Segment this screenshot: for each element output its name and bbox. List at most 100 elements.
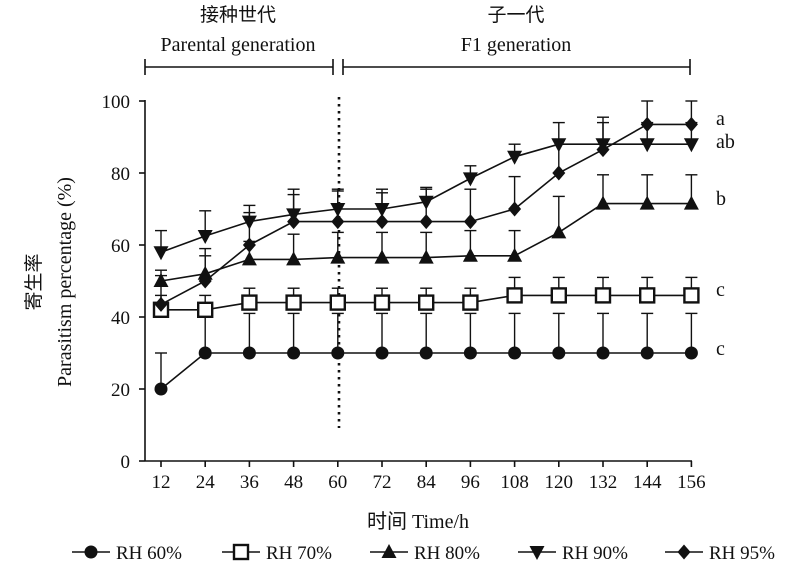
marker-triangle-down (197, 230, 213, 244)
marker-square (373, 294, 391, 311)
marker-circle (640, 346, 654, 360)
marker-square (506, 287, 523, 304)
series-layer (152, 100, 700, 396)
marker-circle (596, 346, 610, 360)
marker-circle (154, 382, 168, 396)
marker-circle (331, 346, 345, 360)
marker-triangle-up (418, 249, 434, 264)
phase-brackets (144, 59, 691, 75)
marker-triangle-up (462, 247, 478, 262)
marker-triangle-down (529, 546, 545, 560)
significance-letters: aab b c c (716, 108, 735, 360)
significance-letter: a (716, 108, 725, 130)
y-tick-label: 0 (121, 452, 131, 473)
marker-diamond (552, 165, 566, 181)
marker-triangle-up (330, 249, 346, 264)
y-axis-title-en-group: Parasitism percentage (%) (54, 177, 76, 387)
x-axis-title: 时间 Time/h (367, 510, 469, 533)
marker-triangle-up (683, 195, 699, 210)
marker-circle (84, 545, 98, 559)
significance-letter: ab (716, 131, 735, 153)
marker-diamond (419, 214, 433, 230)
marker-triangle-down (462, 172, 478, 187)
legend-label: RH 90% (562, 543, 628, 564)
x-tick-label: 132 (589, 472, 618, 493)
significance-letter: c (716, 338, 725, 360)
axes (144, 100, 692, 462)
marker-circle (463, 346, 477, 360)
legend-item: RH 90% (518, 543, 628, 564)
phase-f1-en: F1 generation (461, 34, 572, 56)
marker-diamond (331, 214, 345, 230)
phase-parental-cn: 接种世代 (200, 4, 276, 26)
marker-triangle-down (639, 138, 655, 153)
marker-circle (552, 346, 566, 360)
marker-square (418, 294, 435, 311)
phase-f1-cn: 子一代 (487, 4, 544, 26)
marker-triangle-up (286, 251, 302, 266)
marker-diamond (287, 214, 301, 230)
x-tick-label: 60 (328, 472, 347, 493)
marker-circle (242, 346, 256, 360)
marker-square (462, 294, 479, 311)
marker-triangle-up (507, 247, 523, 262)
marker-diamond (508, 201, 522, 217)
marker-triangle-down (153, 246, 169, 261)
y-tick-label: 80 (111, 164, 130, 185)
series-rh-95- (154, 100, 698, 312)
legend-item: RH 95% (665, 543, 775, 564)
x-tick-label: 36 (240, 472, 259, 493)
x-tick-label: 48 (284, 472, 303, 493)
x-tick-label: 120 (545, 472, 574, 493)
marker-triangle-up (374, 249, 390, 264)
legend-item: RH 70% (222, 543, 332, 564)
legend-label: RH 60% (116, 543, 182, 564)
marker-triangle-up (241, 251, 257, 266)
phase-parental-en: Parental generation (161, 34, 316, 56)
y-tick-label: 60 (111, 236, 130, 257)
marker-diamond (198, 273, 212, 289)
x-tick-label: 84 (417, 472, 437, 493)
x-tick-label: 24 (196, 472, 216, 493)
marker-triangle-up (551, 224, 567, 239)
marker-square (196, 301, 214, 318)
x-ticks: 12 24 36 48 60 72 84 96 108 120 132 144 156 (152, 461, 706, 493)
marker-triangle-down (507, 150, 523, 165)
marker-triangle-down (683, 138, 699, 153)
marker-diamond (154, 296, 168, 312)
series-rh-80- (153, 174, 699, 287)
y-axis-title-en: Parasitism percentage (%) (54, 177, 76, 387)
marker-square (285, 294, 302, 311)
marker-diamond (375, 214, 389, 230)
marker-diamond (596, 142, 610, 158)
marker-circle (198, 346, 212, 360)
marker-square (683, 287, 700, 304)
x-tick-label: 12 (152, 472, 171, 493)
y-tick-label: 40 (111, 308, 130, 329)
significance-letter: b (716, 188, 726, 210)
x-tick-label: 108 (500, 472, 529, 493)
marker-diamond (684, 116, 698, 132)
marker-diamond (242, 237, 256, 253)
legend-item: RH 60% (72, 543, 182, 564)
legend-label: RH 95% (709, 543, 775, 564)
series-rh-60- (154, 312, 698, 396)
marker-square (639, 287, 656, 304)
marker-diamond (677, 544, 691, 560)
marker-square (241, 294, 258, 311)
legend-item: RH 80% (370, 543, 480, 564)
marker-square (594, 287, 612, 304)
marker-square (550, 287, 567, 304)
y-axis-title-group: 寄生率 (23, 253, 45, 310)
y-ticks: 0 20 40 60 80 100 (102, 92, 145, 473)
x-tick-label: 156 (677, 472, 706, 493)
legend: RH 60% RH 70% RH 80% RH 90% RH 95% (72, 543, 775, 564)
y-tick-label: 100 (102, 92, 131, 113)
marker-diamond (640, 116, 654, 132)
x-tick-label: 96 (461, 472, 480, 493)
x-tick-label: 144 (633, 472, 662, 493)
marker-square (329, 294, 346, 311)
marker-circle (287, 346, 301, 360)
